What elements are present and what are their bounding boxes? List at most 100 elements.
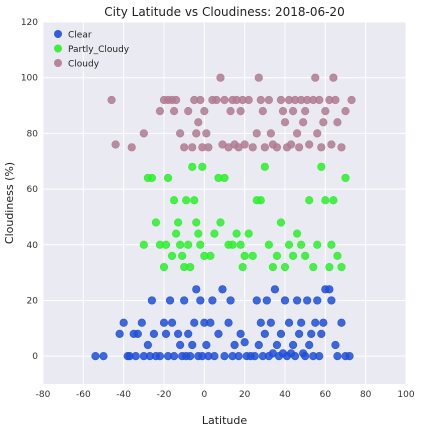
data-point — [206, 318, 215, 327]
data-point — [236, 107, 245, 116]
x-tick-label: -80 — [36, 390, 51, 400]
data-point — [299, 118, 308, 127]
data-point — [165, 296, 175, 305]
data-point — [295, 329, 304, 338]
data-point — [305, 140, 314, 149]
data-point — [276, 329, 286, 338]
series-partly-cloudy — [139, 162, 350, 272]
data-point — [161, 240, 171, 249]
data-point — [184, 240, 193, 249]
y-tick-label: 120 — [21, 18, 38, 28]
data-point — [260, 143, 269, 152]
legend-label: Clear — [68, 31, 92, 41]
data-point — [305, 196, 314, 205]
data-point — [212, 95, 221, 105]
data-point — [284, 318, 294, 327]
data-point — [194, 118, 203, 127]
data-point — [254, 73, 263, 82]
data-point — [169, 107, 179, 116]
legend-label: Partly_Cloudy — [68, 45, 130, 55]
data-point — [305, 340, 314, 350]
data-point — [137, 318, 146, 327]
data-point — [139, 129, 148, 138]
data-point — [238, 262, 247, 272]
data-point — [208, 296, 217, 305]
data-point — [220, 173, 229, 183]
data-point — [139, 240, 148, 249]
data-point — [317, 329, 326, 338]
x-tick-label: 60 — [320, 390, 332, 400]
data-point — [297, 240, 306, 249]
data-point — [301, 107, 310, 116]
data-point — [288, 107, 298, 116]
data-point — [190, 318, 199, 327]
data-point — [167, 251, 177, 261]
data-point — [341, 173, 350, 183]
data-point — [184, 329, 193, 338]
data-point — [333, 251, 342, 261]
x-tick-label: 80 — [360, 390, 372, 400]
data-point — [172, 95, 181, 105]
series-clear — [91, 285, 354, 361]
data-point — [272, 340, 282, 350]
data-point — [280, 262, 290, 272]
data-point — [256, 196, 265, 205]
data-point — [236, 240, 245, 249]
legend-marker — [54, 44, 62, 53]
data-points — [91, 73, 356, 361]
data-point — [143, 340, 152, 350]
data-point — [250, 352, 259, 361]
data-point — [214, 329, 223, 338]
data-point — [234, 352, 243, 361]
data-point — [280, 118, 290, 127]
data-point — [236, 329, 245, 338]
data-point — [293, 296, 302, 305]
chart-title: City Latitude vs Cloudiness: 2018-06-20 — [104, 5, 344, 19]
data-point — [226, 107, 235, 116]
data-point — [244, 95, 253, 105]
data-point — [188, 143, 197, 152]
data-point — [91, 352, 100, 361]
data-point — [315, 352, 324, 361]
data-point — [333, 352, 342, 361]
data-point — [167, 318, 177, 327]
data-point — [192, 129, 201, 138]
data-point — [176, 340, 185, 350]
y-axis-ticks: 0 20 40 60 80 100 120 — [21, 18, 38, 362]
data-point — [337, 318, 346, 327]
data-point — [295, 143, 304, 152]
plot-area — [43, 22, 406, 384]
data-point — [107, 95, 116, 105]
data-point — [196, 296, 205, 305]
data-point — [161, 329, 171, 338]
data-point — [317, 162, 326, 171]
data-point — [329, 196, 338, 205]
data-point — [119, 318, 128, 327]
y-axis-label: Cloudiness (%) — [3, 162, 16, 244]
data-point — [319, 118, 328, 127]
data-point — [149, 329, 159, 338]
data-point — [256, 318, 265, 327]
data-point — [240, 338, 249, 347]
y-tick-label: 80 — [27, 129, 39, 139]
data-point — [256, 95, 265, 105]
data-point — [220, 95, 229, 105]
data-point — [341, 107, 350, 116]
data-point — [311, 318, 320, 327]
data-point — [184, 107, 193, 116]
y-tick-label: 0 — [32, 352, 38, 362]
data-point — [293, 229, 302, 238]
y-tick-label: 60 — [27, 185, 39, 195]
legend-label: Cloudy — [68, 60, 100, 70]
data-point — [268, 262, 278, 272]
data-point — [248, 251, 257, 261]
data-point — [309, 262, 318, 272]
legend: Clear Partly_Cloudy Cloudy — [54, 30, 130, 70]
data-point — [218, 285, 227, 294]
data-point — [288, 251, 298, 261]
data-point — [319, 318, 328, 327]
data-point — [301, 352, 310, 361]
data-point — [192, 218, 201, 227]
y-tick-label: 40 — [27, 241, 39, 251]
